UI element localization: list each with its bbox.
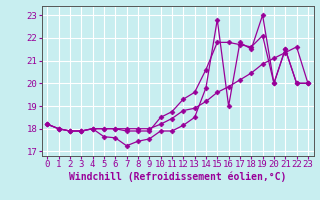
X-axis label: Windchill (Refroidissement éolien,°C): Windchill (Refroidissement éolien,°C) xyxy=(69,172,286,182)
